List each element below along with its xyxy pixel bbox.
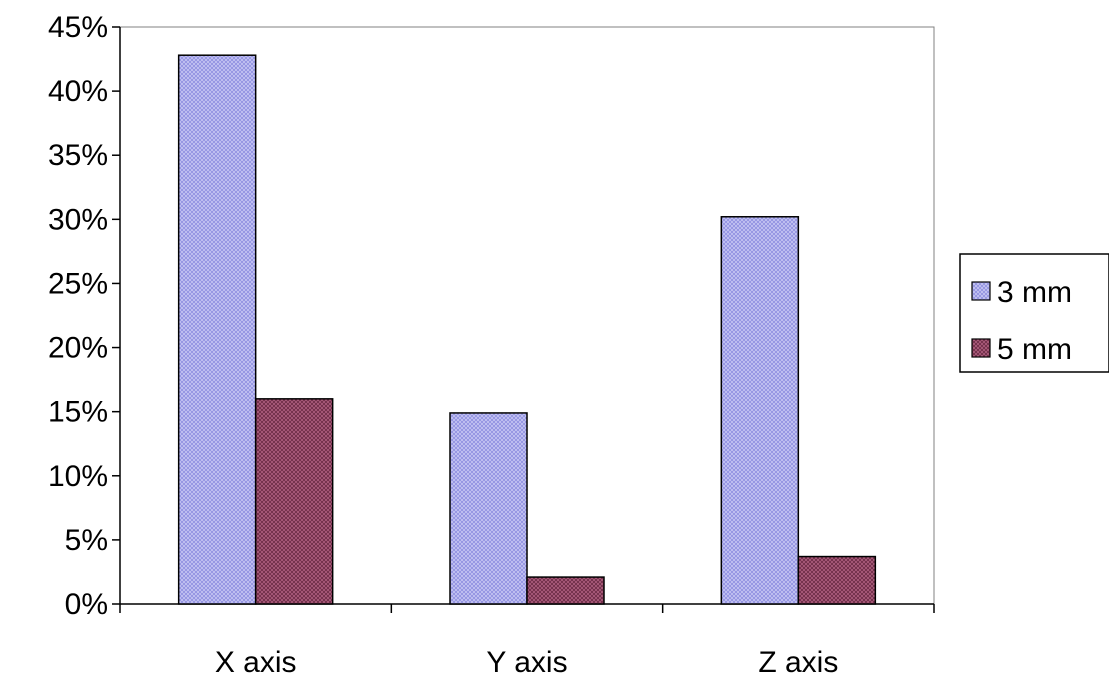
x-category-label: X axis [215,646,297,679]
legend-swatch-5mm [971,338,991,358]
bar-5mm-y-axis [526,576,605,605]
bar-3mm-y-axis [449,412,528,605]
legend-item-5mm: 5 mm [971,333,1072,366]
legend-item-3mm: 3 mm [971,276,1072,309]
bar-3mm-x-axis [177,54,257,605]
x-category-label: Z axis [758,646,838,679]
y-tick-label: 30% [48,203,108,236]
y-tick-label: 45% [48,11,108,44]
y-tick-label: 5% [65,524,108,557]
bars [177,54,877,605]
y-tick-label: 0% [65,588,108,621]
y-tick-label: 40% [48,75,108,108]
y-tick-label: 35% [48,139,108,172]
y-tick-label: 15% [48,396,108,429]
y-axis: 0% 5% 10% 15% 20% 25% 30% 35% 40% 45% [48,11,121,621]
bar-5mm-x-axis [254,398,334,605]
legend: 3 mm 5 mm [959,253,1109,373]
bar-3mm-z-axis [720,216,800,605]
legend-label-3mm: 3 mm [997,276,1072,309]
y-tick-label: 20% [48,332,108,365]
legend-label-5mm: 5 mm [997,333,1072,366]
legend-swatch-3mm [971,281,991,301]
bar-5mm-z-axis [797,555,877,605]
y-tick-label: 10% [48,460,108,493]
x-category-label: Y axis [486,646,567,679]
y-tick-label: 25% [48,267,108,300]
x-axis: X axis Y axis Z axis [119,603,935,679]
